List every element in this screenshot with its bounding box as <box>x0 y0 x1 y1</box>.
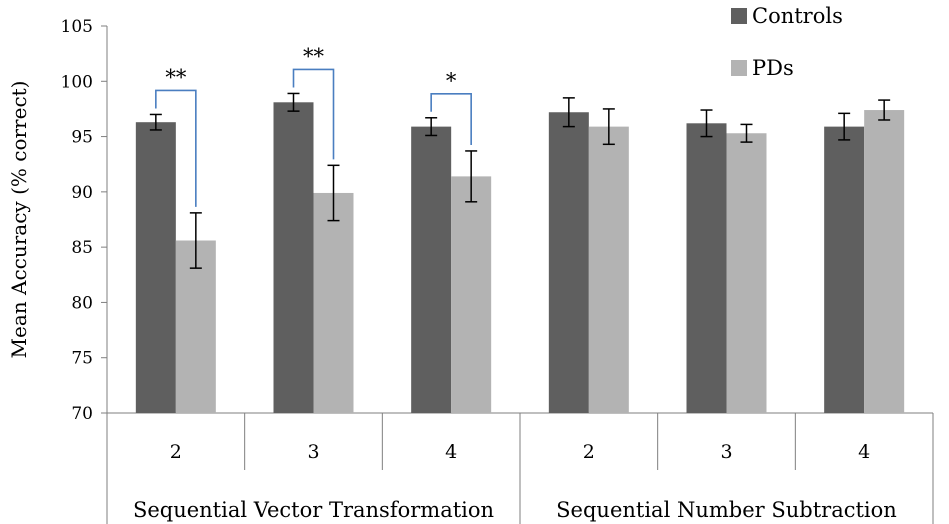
bar-controls <box>411 126 452 414</box>
bar-controls <box>824 126 865 414</box>
significance-bracket <box>430 92 472 145</box>
x-category-label: 3 <box>720 441 732 463</box>
legend-swatch <box>731 8 747 24</box>
x-category-label: 2 <box>170 441 182 463</box>
y-tick-label: 100 <box>61 72 93 92</box>
significance-annotations: ***** <box>155 44 472 207</box>
bar-pds <box>175 240 216 413</box>
bar-pds <box>313 192 354 413</box>
x-category-label: 3 <box>307 441 319 463</box>
bar-pds <box>588 126 629 414</box>
significance-bracket <box>292 68 335 160</box>
legend: Controls PDs <box>731 4 843 80</box>
bar-controls <box>135 122 176 413</box>
axes: 70 75 80 85 90 95 100 105 Mean Accuracy (% corre… <box>7 17 934 524</box>
significance-label: * <box>446 69 457 93</box>
y-tick-label: 70 <box>71 404 93 424</box>
bar-controls <box>548 112 589 413</box>
significance-bracket <box>155 89 197 207</box>
x-category-label: 2 <box>583 441 595 463</box>
legend-label: Controls <box>752 4 843 28</box>
significance-label: ** <box>165 65 187 89</box>
y-tick-label: 80 <box>71 293 93 313</box>
y-tick-label: 85 <box>71 238 93 258</box>
legend-swatch <box>731 60 747 76</box>
y-tick-label: 95 <box>71 128 93 148</box>
bar-pds <box>451 176 492 413</box>
x-category-label: 4 <box>858 441 870 463</box>
bars <box>135 92 905 414</box>
bar-controls <box>686 123 727 413</box>
bar-controls <box>273 102 314 414</box>
significance-label: ** <box>303 44 325 68</box>
x-group-label: Sequential Number Subtraction <box>556 498 897 522</box>
y-tick-label: 90 <box>71 183 93 203</box>
bar-pds <box>864 110 905 413</box>
y-axis-label: Mean Accuracy (% correct) <box>7 81 31 359</box>
x-category-label: 4 <box>445 441 457 463</box>
bar-pds <box>726 133 767 414</box>
y-tick-label: 105 <box>61 17 93 37</box>
legend-label: PDs <box>752 56 794 80</box>
x-group-label: Sequential Vector Transformation <box>133 498 494 522</box>
y-tick-label: 75 <box>71 349 93 369</box>
